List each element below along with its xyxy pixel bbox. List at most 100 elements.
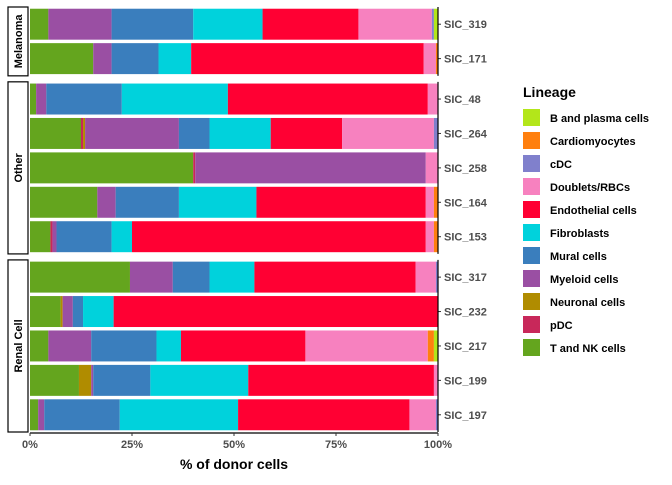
bar-segment [433, 364, 438, 396]
bar-segment [36, 83, 47, 115]
bar-segment [30, 364, 79, 396]
legend-label: cDC [550, 159, 572, 171]
bar-segment [209, 261, 255, 293]
bar-segment [30, 261, 130, 293]
legend-key [523, 339, 540, 356]
bar-segment [305, 330, 428, 362]
bar-segment [193, 8, 263, 40]
legend-label: Myeloid cells [550, 274, 618, 286]
bar-segment [119, 399, 239, 431]
legend-key [523, 270, 540, 287]
legend-key [523, 316, 540, 333]
bar-segment [30, 330, 49, 362]
bar-segment [30, 152, 194, 184]
x-tick-label: 0% [22, 439, 38, 451]
legend-key [523, 293, 540, 310]
bar-segment [111, 43, 159, 75]
x-tick-label: 75% [325, 439, 347, 451]
bar-segment [111, 221, 132, 253]
bar-segment [254, 261, 416, 293]
bar-segment [435, 261, 438, 293]
bar-segment [50, 221, 53, 253]
facet-strip [7, 6, 29, 77]
row-label: SIC_258 [444, 163, 487, 175]
bar-segment [431, 8, 434, 40]
bar-segment [46, 83, 122, 115]
bar-segment [209, 117, 271, 149]
bar-segment [180, 330, 306, 362]
x-tick-label: 25% [121, 439, 143, 451]
bar-segment [30, 186, 98, 218]
bar-segment [83, 296, 114, 328]
bar-segment [425, 152, 438, 184]
bar-segment [111, 8, 194, 40]
bar-segment [193, 152, 196, 184]
legend-label: Fibroblasts [550, 228, 609, 240]
legend-key [523, 109, 540, 126]
legend-label: B and plasma cells [550, 113, 649, 125]
bar-segment [113, 296, 438, 328]
x-axis-title: % of donor cells [180, 456, 288, 472]
bar-segment [427, 330, 434, 362]
bar-segment [433, 186, 438, 218]
bar-segment [270, 117, 343, 149]
bar-segment [78, 364, 92, 396]
legend-label: Mural cells [550, 251, 607, 263]
facet-strip [7, 259, 29, 433]
bar-segment [433, 8, 438, 40]
x-tick-label: 100% [424, 439, 452, 451]
bar-segment [191, 43, 424, 75]
bar-segment [48, 8, 112, 40]
bar-segment [30, 43, 94, 75]
row-label: SIC_171 [444, 54, 487, 66]
bar-segment [72, 296, 84, 328]
bar-segment [97, 186, 116, 218]
bar-segment [129, 261, 173, 293]
bar-segment [248, 364, 434, 396]
row-label: SIC_48 [444, 94, 481, 106]
bar-segment [172, 261, 210, 293]
bar-segment [91, 330, 157, 362]
facet-label: Melanoma [13, 14, 25, 69]
bar-segment [62, 296, 73, 328]
bar-segment [435, 43, 438, 75]
row-label: SIC_232 [444, 307, 487, 319]
row-label: SIC_153 [444, 232, 487, 244]
bar-segment [433, 330, 438, 362]
bar-segment [115, 186, 179, 218]
bar-segment [91, 364, 94, 396]
bar-segment [227, 83, 428, 115]
bar-segment [435, 399, 438, 431]
bar-segment [238, 399, 410, 431]
row-label: SIC_164 [444, 197, 488, 209]
legend-label: Cardiomyocytes [550, 136, 636, 148]
facet-label: Other [13, 152, 25, 182]
bar-segment [38, 399, 45, 431]
bar-segment [195, 152, 426, 184]
facet-strip [7, 81, 29, 255]
legend-key [523, 132, 540, 149]
legend-label: Doublets/RBCs [550, 182, 630, 194]
bar-segment [52, 221, 57, 253]
bar-segment [30, 117, 81, 149]
legend-key [523, 224, 540, 241]
bar-segment [93, 364, 151, 396]
bar-segment [156, 330, 181, 362]
bar-segment [427, 83, 438, 115]
bar-segment [158, 43, 192, 75]
bar-segment [30, 221, 51, 253]
legend-label: pDC [550, 320, 573, 332]
legend-key [523, 155, 540, 172]
legend-label: Endothelial cells [550, 205, 637, 217]
bar-segment [178, 117, 210, 149]
bar-segment [93, 43, 112, 75]
legend-key [523, 247, 540, 264]
bar-segment [44, 399, 120, 431]
bar-segment [433, 221, 438, 253]
bar-segment [132, 221, 426, 253]
row-label: SIC_317 [444, 272, 487, 284]
bar-segment [121, 83, 228, 115]
bar-segment [150, 364, 249, 396]
bar-segment [81, 117, 84, 149]
